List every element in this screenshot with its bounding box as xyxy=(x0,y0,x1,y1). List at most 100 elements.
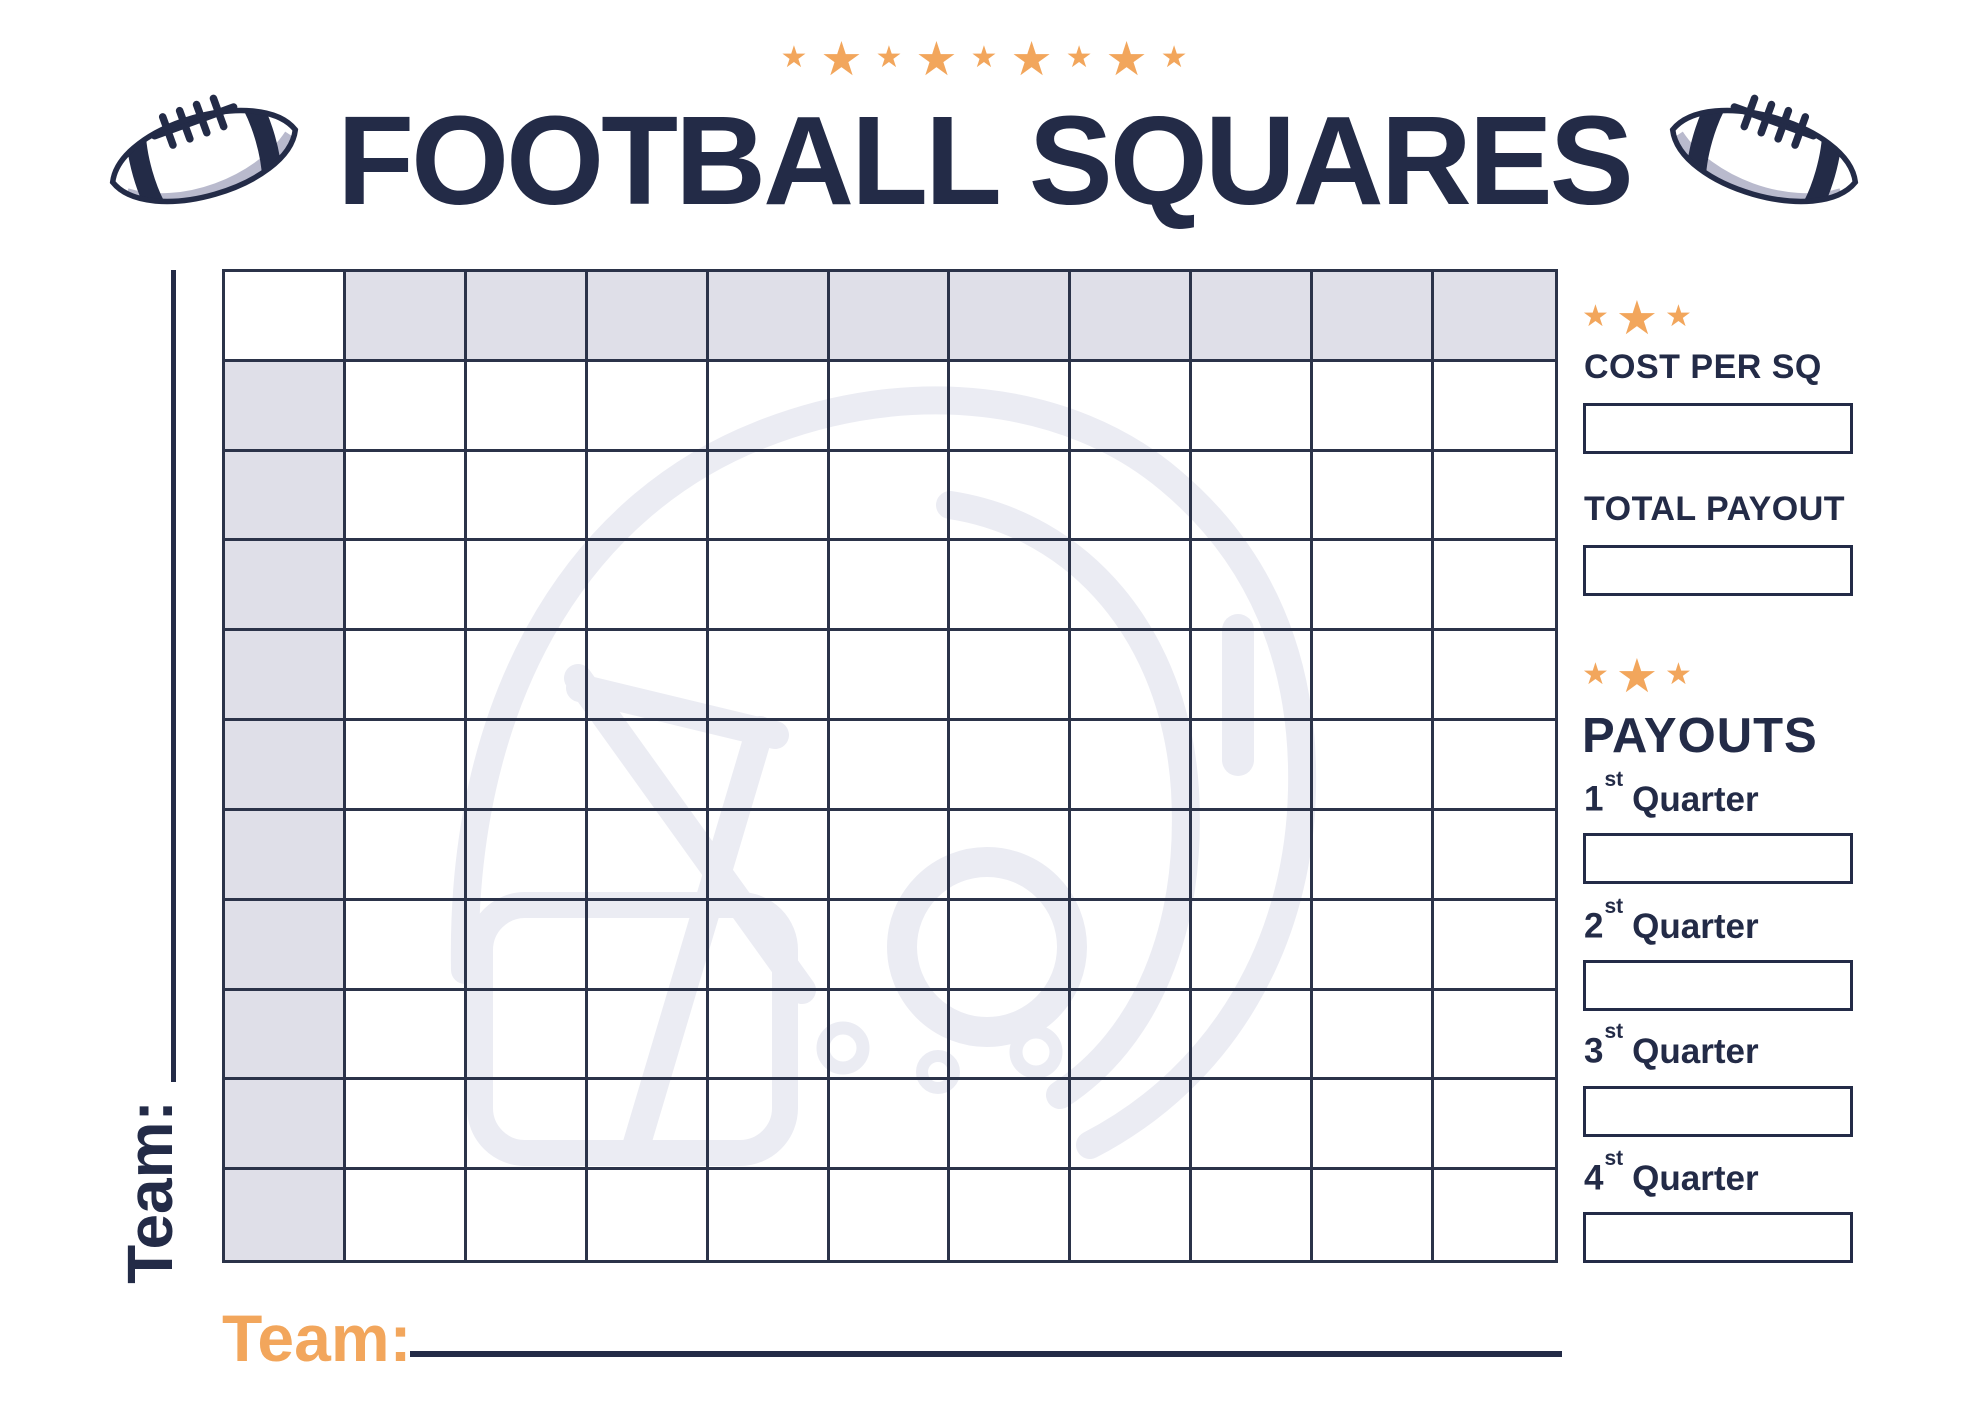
grid-cell[interactable] xyxy=(1313,1170,1435,1260)
team-bottom-name-line[interactable] xyxy=(410,1351,1562,1357)
quarter-3-payout-input[interactable] xyxy=(1583,1086,1853,1137)
grid-cell[interactable] xyxy=(466,1080,588,1171)
grid-cell[interactable] xyxy=(829,451,951,542)
grid-cell[interactable] xyxy=(587,721,709,811)
column-header-cell[interactable] xyxy=(587,272,709,362)
grid-cell[interactable] xyxy=(950,631,1072,722)
grid-cell[interactable] xyxy=(346,1170,467,1260)
grid-cell[interactable] xyxy=(1313,810,1435,901)
row-header-cell[interactable] xyxy=(225,721,346,811)
grid-cell[interactable] xyxy=(1192,1170,1314,1260)
grid-cell[interactable] xyxy=(708,1080,830,1171)
grid-cell[interactable] xyxy=(466,451,588,542)
grid-cell[interactable] xyxy=(708,900,830,991)
grid-cell[interactable] xyxy=(1071,900,1193,991)
row-header-cell[interactable] xyxy=(225,541,346,632)
grid-cell[interactable] xyxy=(466,900,588,991)
column-header-cell[interactable] xyxy=(708,272,830,362)
grid-cell[interactable] xyxy=(1434,362,1555,452)
grid-cell[interactable] xyxy=(1434,452,1555,542)
column-header-cell[interactable] xyxy=(1313,272,1435,362)
grid-cell[interactable] xyxy=(587,900,709,991)
grid-cell[interactable] xyxy=(1071,990,1193,1081)
grid-cell[interactable] xyxy=(1434,631,1555,722)
grid-cell[interactable] xyxy=(1192,631,1314,722)
grid-cell[interactable] xyxy=(708,541,830,632)
grid-cell[interactable] xyxy=(1192,721,1314,811)
grid-cell[interactable] xyxy=(587,541,709,632)
row-header-cell[interactable] xyxy=(225,1170,346,1260)
grid-cell[interactable] xyxy=(1192,900,1314,991)
grid-cell[interactable] xyxy=(1192,361,1314,452)
grid-cell[interactable] xyxy=(1434,1170,1555,1260)
grid-cell[interactable] xyxy=(587,361,709,452)
quarter-4-payout-input[interactable] xyxy=(1583,1212,1853,1263)
grid-cell[interactable] xyxy=(708,721,830,811)
grid-cell[interactable] xyxy=(466,631,588,722)
grid-cell[interactable] xyxy=(1313,451,1435,542)
grid-cell[interactable] xyxy=(950,810,1072,901)
grid-cell[interactable] xyxy=(950,541,1072,632)
grid-cell[interactable] xyxy=(708,451,830,542)
grid-cell[interactable] xyxy=(345,810,467,901)
grid-cell[interactable] xyxy=(829,810,951,901)
row-header-cell[interactable] xyxy=(225,1080,346,1171)
grid-cell[interactable] xyxy=(587,810,709,901)
grid-cell[interactable] xyxy=(345,1080,467,1171)
grid-cell[interactable] xyxy=(1192,810,1314,901)
grid-cell[interactable] xyxy=(1434,811,1555,901)
grid-cell[interactable] xyxy=(708,810,830,901)
grid-cell[interactable] xyxy=(1313,721,1435,811)
grid-cell[interactable] xyxy=(709,1170,830,1260)
grid-cell[interactable] xyxy=(950,451,1072,542)
row-header-cell[interactable] xyxy=(225,631,346,722)
grid-cell[interactable] xyxy=(345,631,467,722)
row-header-cell[interactable] xyxy=(225,810,346,901)
grid-cell[interactable] xyxy=(1313,631,1435,722)
grid-cell[interactable] xyxy=(829,900,951,991)
quarter-2-payout-input[interactable] xyxy=(1583,960,1853,1011)
grid-cell[interactable] xyxy=(950,1170,1072,1260)
column-header-cell[interactable] xyxy=(829,272,951,362)
grid-cell[interactable] xyxy=(587,1080,709,1171)
grid-cell[interactable] xyxy=(950,990,1072,1081)
team-left-name-line[interactable] xyxy=(171,270,176,1082)
grid-cell[interactable] xyxy=(466,810,588,901)
grid-cell[interactable] xyxy=(345,451,467,542)
grid-cell[interactable] xyxy=(1434,541,1555,632)
grid-cell[interactable] xyxy=(1434,721,1555,811)
grid-cell[interactable] xyxy=(1071,631,1193,722)
grid-cell[interactable] xyxy=(950,721,1072,811)
grid-cell[interactable] xyxy=(345,990,467,1081)
grid-cell[interactable] xyxy=(829,361,951,452)
grid-cell[interactable] xyxy=(1192,541,1314,632)
row-header-cell[interactable] xyxy=(225,900,346,991)
grid-cell[interactable] xyxy=(829,631,951,722)
grid-cell[interactable] xyxy=(467,1170,588,1260)
column-header-cell[interactable] xyxy=(950,272,1072,362)
column-header-cell[interactable] xyxy=(345,272,467,362)
grid-cell[interactable] xyxy=(1313,990,1435,1081)
row-header-cell[interactable] xyxy=(225,361,346,452)
grid-cell[interactable] xyxy=(345,361,467,452)
grid-cell[interactable] xyxy=(1071,810,1193,901)
column-header-cell[interactable] xyxy=(1192,272,1314,362)
grid-cell[interactable] xyxy=(1192,451,1314,542)
grid-cell[interactable] xyxy=(1434,991,1555,1081)
grid-cell[interactable] xyxy=(1192,1080,1314,1171)
column-header-cell[interactable] xyxy=(1434,272,1555,362)
grid-cell[interactable] xyxy=(1313,541,1435,632)
grid-cell[interactable] xyxy=(1071,361,1193,452)
grid-cell[interactable] xyxy=(1313,900,1435,991)
quarter-1-payout-input[interactable] xyxy=(1583,833,1853,884)
grid-cell[interactable] xyxy=(830,1170,951,1260)
grid-cell[interactable] xyxy=(587,990,709,1081)
row-header-cell[interactable] xyxy=(225,990,346,1081)
grid-cell[interactable] xyxy=(829,1080,951,1171)
grid-cell[interactable] xyxy=(587,631,709,722)
grid-cell[interactable] xyxy=(466,361,588,452)
grid-cell[interactable] xyxy=(708,990,830,1081)
grid-cell[interactable] xyxy=(345,900,467,991)
column-header-cell[interactable] xyxy=(466,272,588,362)
grid-cell[interactable] xyxy=(1071,721,1193,811)
